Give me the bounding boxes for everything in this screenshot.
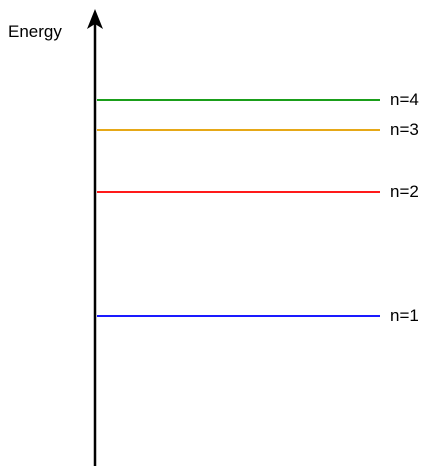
energy-axis-label: Energy	[8, 22, 62, 41]
level-label-n3: n=3	[390, 120, 419, 139]
level-label-n2: n=2	[390, 182, 419, 201]
level-label-n4: n=4	[390, 90, 419, 109]
energy-axis-arrowhead	[87, 9, 103, 29]
level-label-n1: n=1	[390, 306, 419, 325]
